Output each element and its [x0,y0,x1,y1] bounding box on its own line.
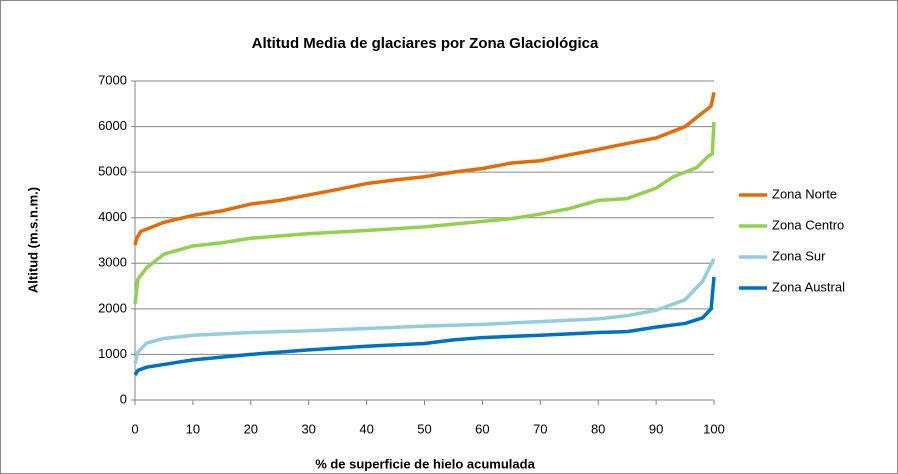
x-tick-label: 50 [417,421,431,436]
x-tick-label: 100 [703,421,725,436]
legend-label: Zona Norte [772,186,837,201]
series-line [133,121,716,305]
y-tick-label: 3000 [98,255,127,270]
chart-title: Altitud Media de glaciares por Zona Glac… [252,35,599,52]
x-tick-label: 0 [131,421,138,436]
legend-label: Zona Centro [772,217,844,232]
series-line [133,92,716,246]
x-tick-label: 90 [649,421,663,436]
x-tick-label: 40 [359,421,373,436]
x-tick-label: 30 [301,421,315,436]
y-tick-label: 0 [120,391,127,406]
y-tick-label: 1000 [98,346,127,361]
x-tick-label: 10 [186,421,200,436]
y-tick-label: 4000 [98,209,127,224]
x-tick-label: 60 [475,421,489,436]
y-tick-label: 2000 [98,300,127,315]
legend-label: Zona Sur [772,248,826,263]
x-tick-label: 70 [533,421,547,436]
y-axis-title: Altitud (m.s.n.m.) [25,187,40,293]
series-line [133,257,716,364]
x-tick-label: 20 [244,421,258,436]
legend-label: Zona Austral [772,279,845,294]
series-line [133,276,716,376]
y-tick-label: 5000 [98,164,127,179]
x-tick-label: 80 [591,421,605,436]
y-tick-label: 6000 [98,118,127,133]
y-tick-label: 7000 [98,72,127,87]
x-axis-title: % de superficie de hielo acumulada [315,456,535,471]
